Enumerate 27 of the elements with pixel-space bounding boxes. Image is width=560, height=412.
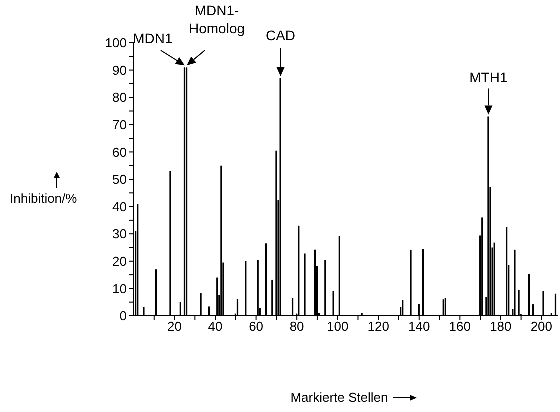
x-tick-label: 140 (408, 319, 430, 334)
y-tick-label: 10 (112, 281, 127, 296)
x-tick-label: 120 (368, 319, 390, 334)
x-tick-label: 20 (168, 319, 182, 334)
annotation: CAD (266, 27, 296, 44)
y-tick-label: 50 (112, 172, 127, 188)
y-tick-label: 80 (112, 90, 127, 106)
annotation: MTH1 (470, 70, 508, 86)
x-tick-label: 180 (490, 319, 512, 334)
y-tick-label: 0 (120, 308, 127, 324)
x-tick-label: 60 (249, 319, 264, 334)
y-tick-label: 20 (112, 254, 127, 270)
annotation: MDN1 (133, 30, 174, 47)
x-tick-label: 80 (290, 319, 304, 334)
annotation: MDN1- Homolog (188, 2, 246, 37)
y-tick-label: 60 (112, 144, 127, 160)
y-tick-label: 70 (112, 118, 127, 133)
y-tick-label: 30 (112, 226, 127, 242)
x-tick-label: 40 (208, 319, 223, 334)
y-axis-title: Inhibition/% (10, 190, 78, 206)
x-axis-title: Markierte Stellen (290, 390, 388, 405)
x-tick-label: 200 (530, 319, 553, 334)
x-tick-label: 100 (326, 319, 349, 334)
y-tick-label: 90 (112, 62, 127, 78)
y-tick-label: 100 (105, 36, 127, 51)
y-tick-label: 40 (112, 199, 127, 214)
x-tick-label: 160 (449, 319, 472, 334)
